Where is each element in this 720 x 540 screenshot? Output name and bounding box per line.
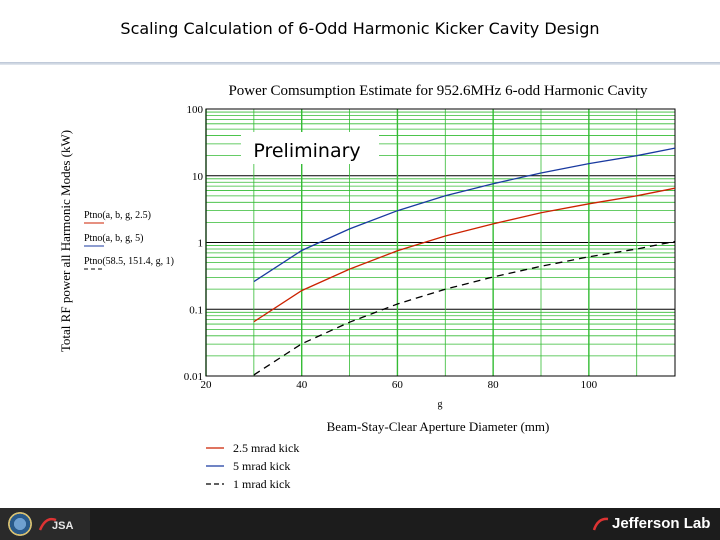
series-line	[253, 187, 676, 323]
doe-seal-icon	[8, 512, 32, 536]
y-function-label: Ptno(a, b, g, 5)	[84, 233, 143, 244]
x-axis-label: Beam-Stay-Clear Aperture Diameter (mm)	[327, 419, 550, 434]
y-tick-label: 1	[198, 238, 204, 250]
preliminary-annotation: Preliminary	[253, 140, 360, 162]
x-tick-labels: 20 40 60 80 100	[201, 379, 598, 391]
x-tick-label: 20	[201, 379, 213, 391]
y-function-label: Ptno(a, b, g, 2.5)	[84, 210, 151, 221]
series-layer	[253, 147, 676, 376]
footer-bar: JSA Jefferson Lab	[0, 508, 720, 540]
annotation-box	[241, 132, 379, 164]
slide-header: Scaling Calculation of 6-Odd Harmonic Ki…	[0, 0, 720, 60]
y-axis-label: Total RF power all Harmonic Modes (kW)	[58, 130, 73, 352]
x-tick-label: 80	[488, 379, 500, 391]
x-tick-label: 60	[392, 379, 404, 391]
legend-entry: 1 mrad kick	[233, 477, 290, 491]
x-tick-label: 40	[296, 379, 308, 391]
jefferson-lab-logo: Jefferson Lab	[612, 515, 711, 532]
jefferson-lab-swoosh-icon	[592, 517, 609, 531]
y-function-labels: Ptno(a, b, g, 2.5) Ptno(a, b, g, 5) Ptno(5…	[84, 210, 174, 270]
y-tick-label: 0.01	[184, 371, 203, 383]
series-line	[253, 147, 676, 283]
jsa-logo-text: JSA	[52, 520, 73, 532]
footer-logos: JSA	[0, 508, 90, 540]
chart-title: Power Comsumption Estimate for 952.6MHz …	[228, 83, 648, 99]
jsa-logo-icon: JSA	[38, 517, 73, 532]
y-tick-label: 0.1	[189, 304, 203, 316]
plot-border	[205, 108, 676, 377]
legend: 2.5 mrad kick 5 mrad kick 1 mrad kick	[206, 441, 299, 491]
header-divider	[0, 62, 720, 65]
y-tick-labels: 0.01 0.1 1 10 100	[184, 104, 204, 383]
x-variable-label: g	[438, 399, 443, 410]
legend-entry: 5 mrad kick	[233, 459, 290, 473]
x-tick-label: 100	[581, 379, 598, 391]
y-tick-label: 10	[192, 171, 204, 183]
slide-title: Scaling Calculation of 6-Odd Harmonic Ki…	[120, 19, 600, 38]
y-function-label: Ptno(58.5, 151.4, g, 1)	[84, 256, 174, 267]
y-tick-label: 100	[187, 104, 204, 116]
series-line	[253, 240, 676, 376]
legend-entry: 2.5 mrad kick	[233, 441, 299, 455]
